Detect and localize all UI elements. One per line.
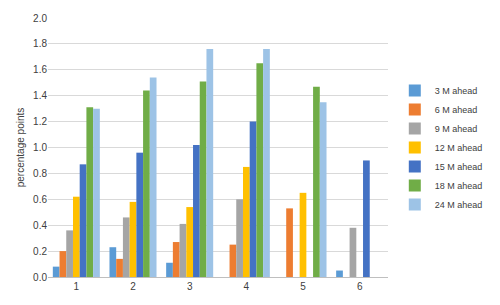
svg-text:5: 5 [300, 281, 306, 292]
svg-text:1: 1 [74, 281, 80, 292]
svg-text:1.8: 1.8 [33, 38, 47, 49]
svg-text:15 M ahead: 15 M ahead [435, 162, 483, 172]
svg-text:2: 2 [130, 281, 136, 292]
svg-text:percentage points: percentage points [15, 108, 26, 188]
svg-text:1.6: 1.6 [33, 64, 47, 75]
svg-text:1.2: 1.2 [33, 116, 47, 127]
svg-text:2.0: 2.0 [33, 13, 47, 24]
svg-text:24 M ahead: 24 M ahead [435, 200, 483, 210]
svg-text:3: 3 [187, 281, 193, 292]
svg-text:1.0: 1.0 [33, 142, 47, 153]
svg-text:4: 4 [244, 281, 250, 292]
svg-text:6 M ahead: 6 M ahead [435, 105, 478, 115]
svg-text:18 M ahead: 18 M ahead [435, 181, 483, 191]
svg-text:0.2: 0.2 [33, 246, 47, 257]
svg-text:3 M ahead: 3 M ahead [435, 86, 478, 96]
svg-text:9 M ahead: 9 M ahead [435, 124, 478, 134]
svg-text:0.0: 0.0 [33, 272, 47, 283]
svg-text:0.8: 0.8 [33, 168, 47, 179]
svg-text:0.6: 0.6 [33, 194, 47, 205]
svg-text:6: 6 [357, 281, 363, 292]
svg-text:0.4: 0.4 [33, 220, 47, 231]
svg-text:1.4: 1.4 [33, 90, 47, 101]
svg-text:12 M ahead: 12 M ahead [435, 143, 483, 153]
